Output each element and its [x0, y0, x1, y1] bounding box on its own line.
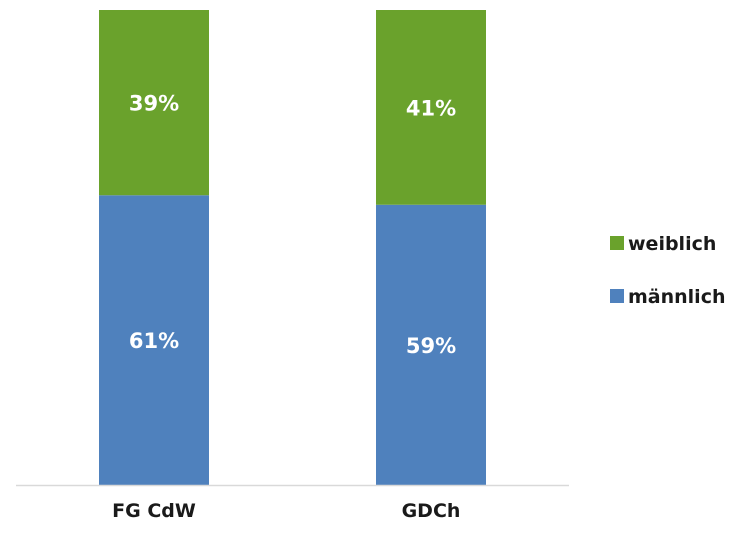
- legend-swatch-weiblich: [610, 236, 624, 250]
- legend-label-weiblich: weiblich: [628, 233, 716, 255]
- x-tick-label: GDCh: [402, 500, 461, 522]
- bar-segment-maennlich-1: [99, 195, 209, 485]
- plot-area: 61% 39% 59% 41%: [99, 10, 486, 485]
- data-label: 59%: [406, 334, 456, 358]
- data-label: 39%: [129, 92, 179, 116]
- category-axis-labels: FG CdW GDCh: [112, 500, 460, 522]
- legend: weiblich männlich: [610, 233, 726, 308]
- data-label: 41%: [406, 96, 456, 120]
- data-label: 61%: [129, 329, 179, 353]
- bar-segment-weiblich-1: [99, 10, 209, 196]
- bar-segment-weiblich-2: [376, 10, 486, 205]
- x-tick-label: FG CdW: [112, 500, 196, 522]
- bar-segment-maennlich-2: [376, 204, 486, 485]
- legend-label-maennlich: männlich: [628, 286, 726, 308]
- legend-swatch-maennlich: [610, 289, 624, 303]
